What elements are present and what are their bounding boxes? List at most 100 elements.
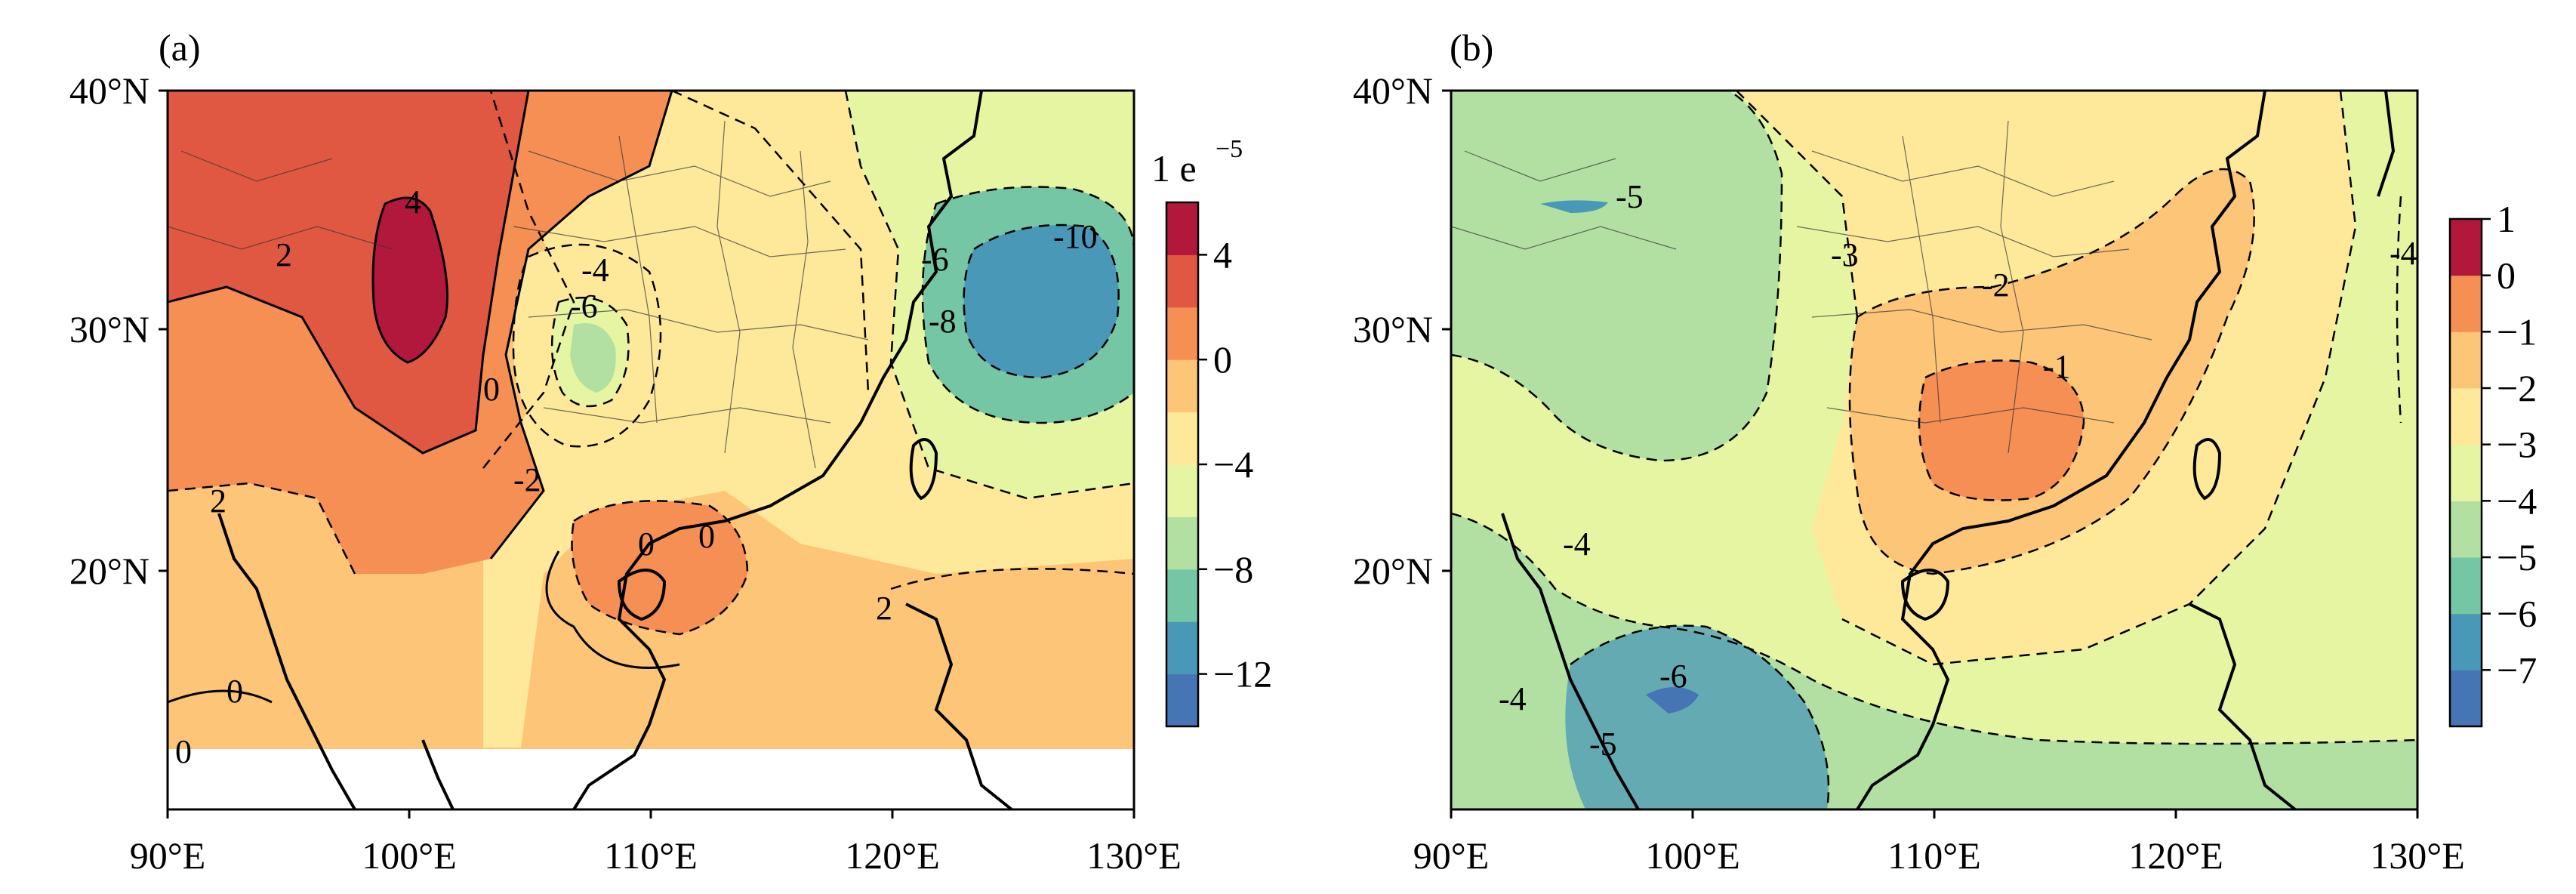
colorbar-tick-label: −1 (2497, 310, 2537, 353)
colorbar-swatch (2450, 388, 2482, 445)
panel-b-label: (b) (1450, 26, 1493, 69)
panel-a-contour-labels: 2 4 -4 -6 0 -2 2 -6 -10 -8 0 0 0 2 0 (175, 183, 1098, 770)
colorbar-swatch (1166, 516, 1198, 570)
x-tick-label: 100°E (362, 834, 457, 877)
contour-label: 4 (405, 183, 421, 220)
contour-label: -5 (1589, 726, 1617, 763)
contour-label: -5 (1616, 178, 1644, 215)
colorbar-a-swatches (1166, 202, 1198, 727)
x-tick-label: 110°E (1887, 834, 1981, 877)
colorbar-swatch (1166, 464, 1198, 517)
panel-b-map: -5 -3 -2 -1 -4 -6 -5 -4 -4 (1451, 91, 2417, 809)
panel-a-solid-contours (168, 91, 680, 704)
panel-b-colorbar: 1 0 −1 −2 −3 −4 −5 −6 −7 (2448, 198, 2537, 728)
x-tick-label: 110°E (604, 834, 698, 877)
contour-label: -4 (1499, 680, 1527, 717)
contour-label: 2 (876, 590, 892, 627)
x-tick-label: 130°E (2370, 834, 2465, 877)
contour-label: -6 (570, 288, 598, 325)
x-tick-label: 120°E (845, 834, 940, 877)
colorbar-title-exponent: −5 (1216, 135, 1243, 163)
contour-label: -1 (2043, 348, 2071, 385)
colorbar-tick-label: −6 (2497, 593, 2537, 635)
colorbar-tick-label: −4 (1213, 443, 1253, 486)
panel-a-field-teal (963, 225, 1119, 378)
colorbar-swatch (1166, 307, 1198, 360)
panel-b-ticks (1442, 89, 2419, 818)
panel-a-axis-labels: 90°E 100°E 110°E 120°E 130°E 20°N 30°N 4… (69, 69, 1182, 877)
colorbar-swatch (2450, 331, 2482, 389)
colorbar-tick-label: 0 (2497, 254, 2516, 297)
colorbar-swatch (2450, 444, 2482, 501)
contour-label: 0 (638, 526, 655, 563)
panel-b-axis-labels: 90°E 100°E 110°E 120°E 130°E 20°N 30°N 4… (1353, 69, 2465, 877)
colorbar-tick-label: −5 (2497, 536, 2537, 578)
panel-b-dashed-contours (1451, 91, 2417, 809)
colorbar-tick-label: −8 (1213, 548, 1253, 590)
contour-label: -2 (1982, 267, 2010, 304)
contour-label: 2 (210, 482, 226, 519)
contour-label: 0 (175, 733, 192, 770)
y-tick-label: 40°N (69, 69, 149, 112)
colorbar-tick-label: −2 (2497, 367, 2537, 409)
panel-a-ticks (159, 89, 1135, 818)
contour-label: -4 (2390, 235, 2417, 272)
panel-a-label: (a) (159, 26, 201, 69)
contour-label: -8 (929, 303, 957, 340)
x-tick-label: 100°E (1645, 834, 1740, 877)
colorbar-swatch (1166, 412, 1198, 465)
panel-b-contour-labels: -5 -3 -2 -1 -4 -6 -5 -4 -4 (1499, 178, 2417, 763)
colorbar-swatch (1166, 202, 1198, 255)
contour-label: -6 (1659, 658, 1687, 695)
colorbar-swatch (1166, 254, 1198, 308)
x-tick-label: 120°E (2128, 834, 2223, 877)
x-tick-label: 130°E (1086, 834, 1182, 877)
contour-label: -10 (1053, 218, 1098, 255)
panel-a-province-lines (168, 120, 869, 469)
colorbar-b-ticks: 1 0 −1 −2 −3 −4 −5 −6 −7 (2482, 198, 2537, 691)
panel-b-coastline (1501, 91, 2396, 809)
panel-a-colorbar: 1 e −5 4 0 −4 −8 −12 (1151, 135, 1272, 728)
colorbar-swatch (1166, 674, 1198, 727)
colorbar-swatch (1166, 621, 1198, 675)
x-tick-label: 90°E (130, 834, 206, 877)
colorbar-swatch (1166, 569, 1198, 622)
panel-a: (a) (69, 26, 1272, 877)
panel-b-field-teal (1565, 625, 1829, 809)
colorbar-tick-label: −7 (2497, 649, 2537, 691)
panel-a-field-south-orange (572, 501, 747, 634)
colorbar-tick-label: −4 (2497, 479, 2537, 522)
colorbar-tick-label: −3 (2497, 424, 2537, 466)
panel-b-province-lines (1451, 120, 2152, 454)
colorbar-tick-label: −12 (1213, 653, 1272, 695)
colorbar-swatch (2450, 670, 2482, 727)
colorbar-swatch (2450, 219, 2482, 276)
colorbar-a-ticks: 4 0 −4 −8 −12 (1198, 233, 1272, 695)
contour-label: -4 (581, 251, 609, 288)
panel-a-missing-strip (168, 749, 1134, 809)
colorbar-tick-label: 1 (2497, 198, 2516, 240)
panel-a-map: 2 4 -4 -6 0 -2 2 -6 -10 -8 0 0 0 2 0 (168, 91, 1134, 809)
y-tick-label: 20°N (69, 550, 149, 592)
y-tick-label: 30°N (1353, 308, 1433, 350)
contour-label: 0 (226, 673, 243, 710)
contour-label: 0 (698, 518, 715, 555)
contour-label: -3 (1831, 236, 1859, 273)
colorbar-swatch (2450, 613, 2482, 670)
colorbar-swatch (2450, 501, 2482, 558)
y-tick-label: 30°N (69, 308, 149, 350)
colorbar-b-swatches (2450, 219, 2482, 727)
contour-label: -4 (1563, 526, 1591, 563)
colorbar-swatch (2450, 275, 2482, 332)
colorbar-swatch (1166, 359, 1198, 413)
contour-label: -2 (513, 461, 541, 498)
panel-a-field-crimson (373, 198, 448, 362)
colorbar-title: 1 e (1151, 147, 1197, 190)
panel-a-coastline (217, 91, 1013, 809)
y-tick-label: 40°N (1353, 69, 1433, 112)
colorbar-tick-label: 0 (1213, 338, 1232, 381)
panel-b: (b) (1353, 26, 2537, 877)
panel-b-field-green-nw (1451, 91, 1782, 461)
colorbar-tick-label: 4 (1213, 233, 1232, 276)
